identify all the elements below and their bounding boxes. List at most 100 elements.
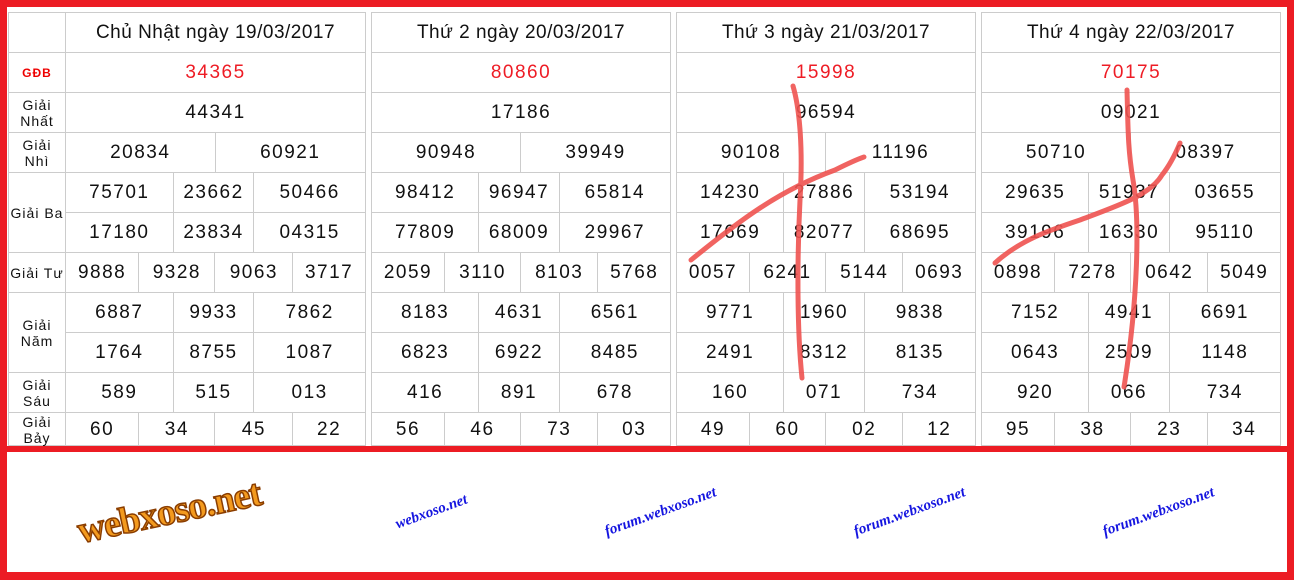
prize-ba-number: 68009 xyxy=(479,213,560,252)
prize-nam-number: 8485 xyxy=(590,341,639,363)
prize-nam-number: 8755 xyxy=(174,333,255,372)
prize-sau-number: 734 xyxy=(1206,381,1243,403)
prize-ba-number: 14230 xyxy=(677,173,785,212)
label-nam: Giải Năm xyxy=(9,293,66,372)
special-prize-number: 80860 xyxy=(490,61,552,83)
prize-nhi-number: 20834 xyxy=(66,133,216,172)
prize-bay-number: 60 xyxy=(750,413,826,447)
special-prize-number: 34365 xyxy=(185,61,246,83)
prize-bay-number: 73 xyxy=(521,413,599,447)
prize-ba-number: 03655 xyxy=(1194,181,1256,203)
prize-nhat-number: 17186 xyxy=(490,101,552,123)
prize-ba-number: 29967 xyxy=(584,221,646,243)
prize-nam-number: 1960 xyxy=(784,293,865,332)
prize-bay-number: 95 xyxy=(982,413,1055,447)
prize-sau-number: 160 xyxy=(677,373,785,412)
prize-ba-number: 53194 xyxy=(889,181,951,203)
prize-tu-number: 7278 xyxy=(1055,253,1131,292)
prize-bay-number: 49 xyxy=(677,413,750,447)
special-prize-number: 15998 xyxy=(795,61,857,83)
prize-nam-number: 9771 xyxy=(677,293,785,332)
prize-bay-number: 45 xyxy=(215,413,294,447)
day-header: Thứ 4 ngày 22/03/2017 xyxy=(1026,21,1236,43)
label-nhi: Giải Nhì xyxy=(9,133,66,172)
prize-nam-number: 2509 xyxy=(1089,333,1170,372)
prize-nam-number: 4631 xyxy=(479,293,560,332)
prize-nhi-number: 50710 xyxy=(982,133,1131,172)
day-header: Thứ 2 ngày 20/03/2017 xyxy=(416,21,626,43)
prize-nam-number: 8135 xyxy=(895,341,944,363)
forum-watermark: forum.webxoso.net xyxy=(602,483,719,540)
prize-sau-number: 416 xyxy=(372,373,480,412)
label-bay: Giải Bảy xyxy=(9,413,66,447)
red-separator xyxy=(0,446,1294,452)
prize-nhi-number: 39949 xyxy=(565,141,626,163)
prize-tu-number: 5768 xyxy=(610,261,659,283)
prize-tu-number: 9888 xyxy=(66,253,140,292)
prize-nam-number: 6887 xyxy=(66,293,174,332)
label-gdb: GĐB xyxy=(9,53,66,92)
prize-sau-number: 678 xyxy=(596,381,633,403)
prize-ba-number: 77809 xyxy=(372,213,480,252)
prize-nam-number: 1764 xyxy=(66,333,174,372)
prize-ba-number: 27886 xyxy=(784,173,865,212)
prize-sau-number: 734 xyxy=(901,381,938,403)
prize-bay-number: 03 xyxy=(622,419,647,440)
prize-ba-number: 39196 xyxy=(982,213,1090,252)
prize-ba-number: 95110 xyxy=(1195,221,1255,243)
prize-ba-number: 82077 xyxy=(784,213,865,252)
prize-ba-number: 51937 xyxy=(1089,173,1170,212)
prize-ba-number: 96947 xyxy=(479,173,560,212)
prize-sau-number: 515 xyxy=(174,373,255,412)
label-blank xyxy=(9,13,66,52)
prize-bay-number: 34 xyxy=(139,413,216,447)
prize-tu-number: 0642 xyxy=(1131,253,1209,292)
prize-ba-number: 65814 xyxy=(584,181,646,203)
prize-nam-number: 7152 xyxy=(982,293,1090,332)
prize-tu-number: 3110 xyxy=(445,253,521,292)
label-sau: Giải Sáu xyxy=(9,373,66,412)
prize-nam-number: 6561 xyxy=(590,301,639,323)
webxoso-logo: webxoso.net xyxy=(73,471,266,552)
site-watermark: webxoso.net xyxy=(393,491,470,532)
prize-nam-number: 2491 xyxy=(677,333,785,372)
prize-bay-number: 38 xyxy=(1055,413,1131,447)
prize-nhat-number: 96594 xyxy=(795,101,857,123)
prize-nam-number: 6823 xyxy=(372,333,480,372)
prize-ba-number: 50466 xyxy=(279,181,340,203)
prize-nam-number: 6691 xyxy=(1200,301,1249,323)
prize-sau-number: 891 xyxy=(479,373,560,412)
prize-nhi-number: 11196 xyxy=(871,141,930,163)
watermark-area: webxoso.net webxoso.net forum.webxoso.ne… xyxy=(10,456,1284,568)
prize-bay-number: 23 xyxy=(1131,413,1209,447)
prize-nam-number: 8183 xyxy=(372,293,480,332)
prize-ba-number: 23834 xyxy=(174,213,255,252)
prize-sau-number: 071 xyxy=(784,373,865,412)
prize-sau-number: 013 xyxy=(291,381,328,403)
prize-tu-number: 9328 xyxy=(139,253,216,292)
prize-tu-number: 9063 xyxy=(215,253,294,292)
prize-nhi-number: 08397 xyxy=(1175,141,1236,163)
prize-ba-number: 68695 xyxy=(889,221,951,243)
prize-ba-number: 29635 xyxy=(982,173,1090,212)
prize-bay-number: 12 xyxy=(927,419,952,440)
prize-tu-number: 2059 xyxy=(372,253,445,292)
forum-watermark: forum.webxoso.net xyxy=(1101,483,1218,540)
prize-ba-number: 98412 xyxy=(372,173,480,212)
label-ba: Giải Ba xyxy=(9,173,66,252)
prize-nam-number: 6922 xyxy=(479,333,560,372)
prize-nhat-number: 09021 xyxy=(1100,101,1162,123)
prize-ba-number: 16330 xyxy=(1089,213,1170,252)
prize-tu-number: 8103 xyxy=(521,253,599,292)
prize-nhat-number: 44341 xyxy=(185,101,246,123)
prize-nam-number: 1148 xyxy=(1201,341,1249,363)
prize-sau-number: 589 xyxy=(66,373,174,412)
forum-watermark: forum.webxoso.net xyxy=(851,483,968,540)
prize-bay-number: 34 xyxy=(1232,419,1257,440)
prize-ba-number: 04315 xyxy=(279,221,340,243)
prize-bay-number: 02 xyxy=(826,413,904,447)
prize-nam-number: 7862 xyxy=(285,301,334,323)
prize-tu-number: 6241 xyxy=(750,253,826,292)
prize-tu-number: 0057 xyxy=(677,253,750,292)
